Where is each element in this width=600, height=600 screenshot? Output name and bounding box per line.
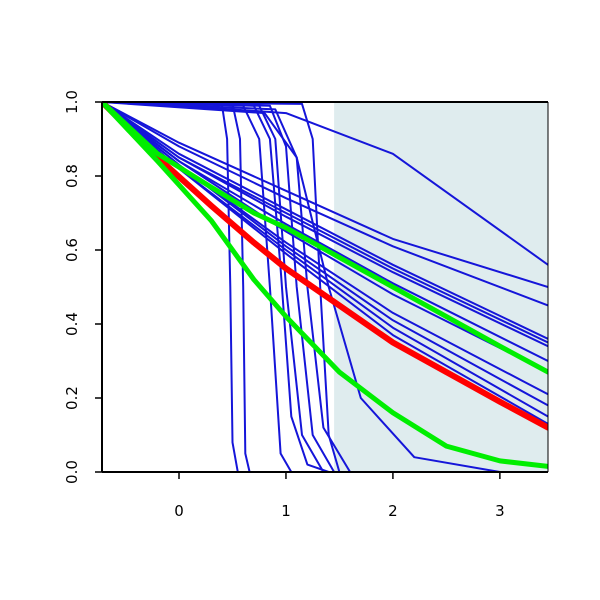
- series-line-blue-11: [102, 102, 548, 425]
- series-line-blue-21: [102, 102, 501, 472]
- series-line-blue-7: [102, 102, 548, 374]
- axes-layer: [101, 101, 549, 473]
- series-line-blue-2: [102, 102, 548, 307]
- series-line-blue-1: [102, 102, 548, 288]
- y-tick-label: 1.0: [63, 90, 81, 114]
- series-line-green-23: [102, 102, 548, 375]
- y-tick-label: 0.6: [63, 238, 81, 262]
- series-line-blue-18: [102, 102, 336, 472]
- y-tick-label: 0.0: [63, 460, 81, 484]
- series-line-green-24: [102, 102, 548, 469]
- y-tick-label: 0.2: [63, 386, 81, 410]
- series-layer: [102, 102, 548, 472]
- series-line-blue-20: [102, 102, 341, 472]
- series-line-blue-9: [102, 102, 548, 407]
- series-line-blue-3: [102, 102, 548, 340]
- x-tick-label: 0: [174, 502, 184, 520]
- x-tick-label: 1: [281, 502, 291, 520]
- x-tick-label: 3: [495, 502, 505, 520]
- series-line-red-22: [102, 102, 548, 431]
- y-tick-label: 0.4: [63, 312, 81, 336]
- x-tick-label: 2: [388, 502, 398, 520]
- tick-layer: 0 1 2 3 0.0 0.2 0.4 0.6 0.8 1.0: [63, 90, 505, 520]
- series-line-blue-5: [102, 102, 548, 348]
- y-tick-label: 0.8: [63, 164, 81, 188]
